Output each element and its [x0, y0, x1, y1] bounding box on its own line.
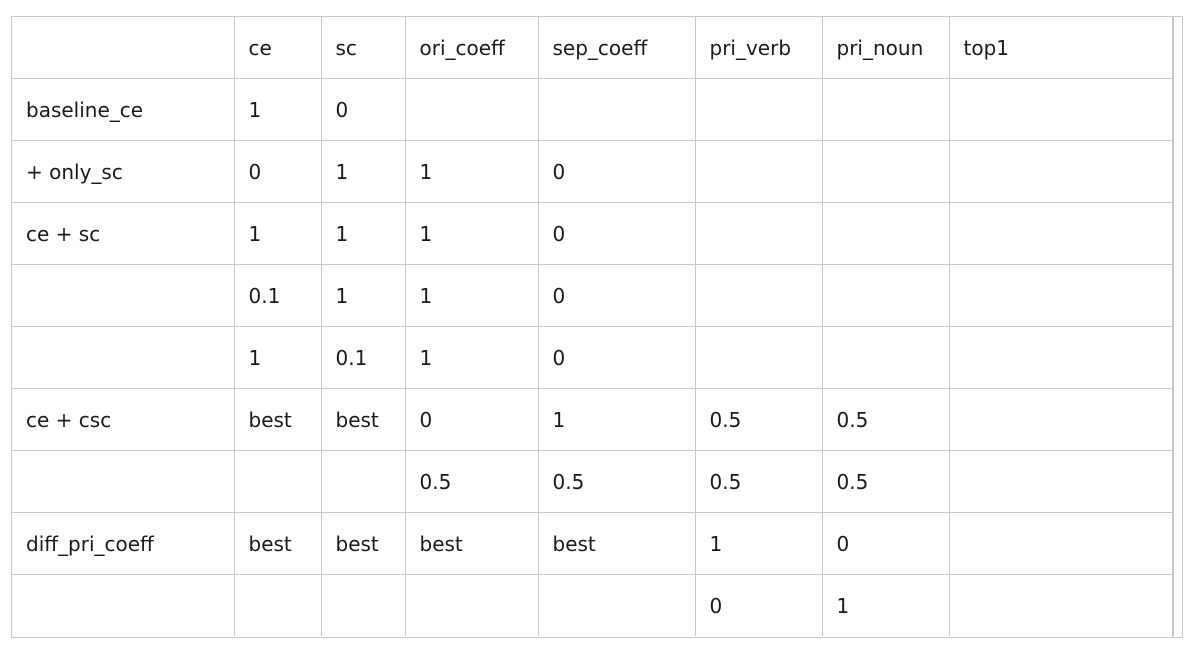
table-cell[interactable]	[320, 574, 406, 636]
table-cell[interactable]: diff_pri_coeff	[12, 512, 235, 575]
table-cell[interactable]: 1	[233, 202, 322, 265]
table-cell[interactable]: best	[233, 388, 322, 451]
table-cell[interactable]: 1	[694, 512, 823, 575]
table-header-cell[interactable]: pri_verb	[694, 17, 823, 79]
table-row: ce + csc best best 0 1 0.5 0.5	[12, 388, 1174, 451]
table-cell[interactable]	[948, 326, 1174, 389]
table-header-cell[interactable]: top1	[948, 17, 1174, 79]
table-cell[interactable]: ce + sc	[12, 202, 235, 265]
table-cell[interactable]: 0.5	[821, 450, 950, 513]
table-cell[interactable]: 1	[320, 140, 406, 203]
table-cell[interactable]: 0	[537, 202, 696, 265]
table-cell[interactable]	[821, 326, 950, 389]
table-header-cell[interactable]: sc	[320, 17, 406, 79]
table-cell[interactable]	[821, 140, 950, 203]
table-row: 0.1 1 1 0	[12, 264, 1174, 327]
table-cell[interactable]	[12, 574, 235, 636]
table-cell[interactable]: 0.5	[694, 450, 823, 513]
table-row: + only_sc 0 1 1 0	[12, 140, 1174, 203]
table-cell[interactable]: 0	[537, 140, 696, 203]
table-cell[interactable]: 0.1	[320, 326, 406, 389]
table-cell[interactable]	[12, 450, 235, 513]
table-cell[interactable]: best	[320, 388, 406, 451]
table-cell[interactable]: 0.5	[537, 450, 696, 513]
table-header-cell[interactable]	[12, 17, 235, 79]
table-header-cell[interactable]: ori_coeff	[404, 17, 539, 79]
table-cell[interactable]: 0.5	[404, 450, 539, 513]
table-cell[interactable]: ce + csc	[12, 388, 235, 451]
table-cell[interactable]	[821, 264, 950, 327]
table-right-edge	[1172, 17, 1182, 637]
table-cell[interactable]: 0	[404, 388, 539, 451]
table-cell[interactable]: 1	[320, 264, 406, 327]
table-cell[interactable]	[694, 78, 823, 141]
table-cell[interactable]	[694, 140, 823, 203]
table-cell[interactable]: 1	[404, 326, 539, 389]
table-cell[interactable]	[404, 78, 539, 141]
table-cell[interactable]	[821, 78, 950, 141]
table-cell[interactable]: best	[404, 512, 539, 575]
table-row: ce + sc 1 1 1 0	[12, 202, 1174, 265]
table-cell[interactable]	[948, 264, 1174, 327]
table-header-row: ce sc ori_coeff sep_coeff pri_verb pri_noun to…	[12, 17, 1174, 79]
table-row: diff_pri_coeff best best best best 1 0	[12, 512, 1174, 575]
table-cell[interactable]: best	[537, 512, 696, 575]
table-cell[interactable]: 1	[821, 574, 950, 636]
table-cell[interactable]	[694, 264, 823, 327]
table-cell[interactable]: 0	[233, 140, 322, 203]
table-cell[interactable]: best	[320, 512, 406, 575]
table-cell[interactable]: 0.1	[233, 264, 322, 327]
table-cell[interactable]	[320, 450, 406, 513]
table-row: baseline_ce 1 0	[12, 78, 1174, 141]
table-cell[interactable]: 1	[404, 202, 539, 265]
table-cell[interactable]: best	[233, 512, 322, 575]
table-cell[interactable]: 1	[404, 264, 539, 327]
table-cell[interactable]	[12, 326, 235, 389]
table-cell[interactable]	[821, 202, 950, 265]
table-cell[interactable]	[694, 202, 823, 265]
table-cell[interactable]	[12, 264, 235, 327]
table-header-cell[interactable]: sep_coeff	[537, 17, 696, 79]
data-table: ce sc ori_coeff sep_coeff pri_verb pri_noun to…	[12, 17, 1174, 636]
table-header-cell[interactable]: pri_noun	[821, 17, 950, 79]
table-cell[interactable]	[537, 574, 696, 636]
table-cell[interactable]	[233, 450, 322, 513]
table-cell[interactable]	[404, 574, 539, 636]
table-cell[interactable]: 1	[233, 326, 322, 389]
table-cell[interactable]: 0	[694, 574, 823, 636]
table-cell[interactable]: + only_sc	[12, 140, 235, 203]
table-cell[interactable]	[233, 574, 322, 636]
table-cell[interactable]: 0.5	[821, 388, 950, 451]
table-cell[interactable]: 1	[537, 388, 696, 451]
table-row: 1 0.1 1 0	[12, 326, 1174, 389]
data-table-container: ce sc ori_coeff sep_coeff pri_verb pri_noun to…	[11, 16, 1183, 638]
table-cell[interactable]: 0.5	[694, 388, 823, 451]
table-header-cell[interactable]: ce	[233, 17, 322, 79]
table-cell[interactable]: 0	[320, 78, 406, 141]
table-cell[interactable]: 0	[821, 512, 950, 575]
table-cell[interactable]: 1	[233, 78, 322, 141]
table-cell[interactable]	[948, 512, 1174, 575]
table-cell[interactable]	[948, 450, 1174, 513]
table-cell[interactable]	[948, 574, 1174, 636]
table-cell[interactable]: 1	[320, 202, 406, 265]
table-cell[interactable]	[948, 140, 1174, 203]
table-cell[interactable]	[948, 202, 1174, 265]
table-cell[interactable]	[948, 388, 1174, 451]
table-cell[interactable]	[948, 78, 1174, 141]
table-cell[interactable]: 0	[537, 326, 696, 389]
table-cell[interactable]: baseline_ce	[12, 78, 235, 141]
table-row: 0.5 0.5 0.5 0.5	[12, 450, 1174, 513]
table-cell[interactable]	[537, 78, 696, 141]
table-cell[interactable]	[694, 326, 823, 389]
table-cell[interactable]: 0	[537, 264, 696, 327]
table-cell[interactable]: 1	[404, 140, 539, 203]
